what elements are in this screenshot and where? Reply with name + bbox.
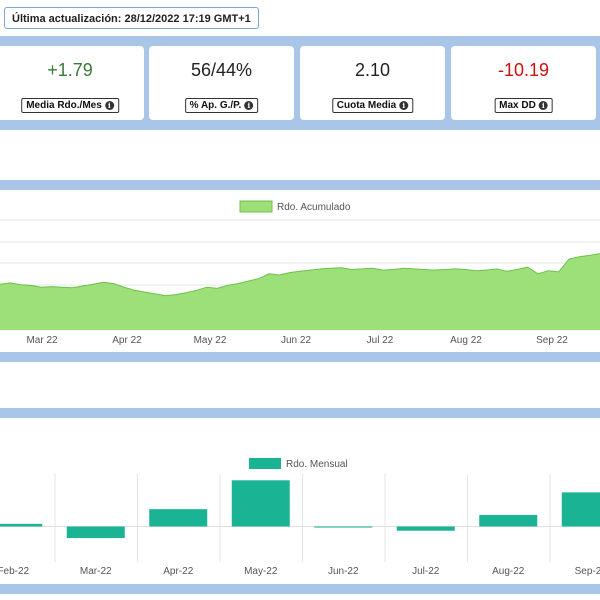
stat-label-text: Cuota Media	[336, 100, 397, 111]
info-icon[interactable]: i	[538, 101, 548, 110]
bar[interactable]	[561, 492, 600, 527]
stat-value: 2.10	[354, 60, 391, 80]
stat-label[interactable]: Max DD i	[494, 98, 553, 113]
x-tick-label: Jul-22	[412, 566, 440, 577]
bar[interactable]	[149, 509, 208, 527]
cumulative-area-chart: Rdo. Acumulado Mar 22 Apr 22 May 22 Jun 22 J…	[0, 200, 600, 346]
x-tick-label: May-22	[244, 566, 278, 577]
x-tick-label: Jun-22	[328, 566, 359, 577]
section-band-bottom	[0, 352, 600, 362]
bar[interactable]	[314, 526, 373, 528]
legend-label: Rdo. Acumulado	[277, 202, 351, 213]
section-band-top-2	[0, 408, 600, 418]
x-tick-label: Sep 22	[536, 335, 568, 346]
stat-label-text: Media Rdo./Mes	[26, 100, 102, 111]
stat-card-max-dd: -10.19 Max DD i	[451, 46, 596, 120]
section-band-bottom-2	[0, 584, 600, 594]
stat-label[interactable]: Media Rdo./Mes i	[21, 98, 119, 113]
bar[interactable]	[231, 480, 290, 527]
info-icon[interactable]: i	[104, 101, 114, 110]
x-tick-label: Sep-22	[575, 566, 600, 577]
x-tick-label: Aug-22	[492, 566, 525, 577]
monthly-bar-chart: Rdo. Mensual Feb-22 Mar-22 Apr-22 May-22 Jun…	[0, 458, 600, 577]
legend-swatch	[239, 200, 273, 213]
x-tick-label: Jul 22	[367, 335, 394, 346]
x-tick-label: Feb-22	[0, 566, 30, 577]
bar[interactable]	[66, 526, 125, 539]
legend[interactable]: Rdo. Acumulado	[239, 200, 351, 213]
x-tick-label: Mar 22	[26, 335, 58, 346]
stat-card-win-loss: 56/44% % Ap. G./P. i	[149, 46, 294, 120]
info-icon[interactable]: i	[244, 101, 254, 110]
x-tick-label: Apr-22	[163, 566, 193, 577]
stat-value: +1.79	[47, 60, 93, 80]
monthly-chart-panel: Rdo. Mensual Feb-22 Mar-22 Apr-22 May-22 Jun…	[0, 418, 600, 584]
legend[interactable]: Rdo. Mensual	[249, 458, 348, 470]
stat-label[interactable]: % Ap. G./P. i	[184, 98, 259, 113]
stat-card-avg-monthly: +1.79 Media Rdo./Mes i	[0, 46, 144, 120]
x-tick-label: Aug 22	[450, 335, 482, 346]
legend-label: Rdo. Mensual	[286, 459, 348, 470]
bar[interactable]	[0, 523, 43, 527]
x-tick-label: Mar-22	[80, 566, 112, 577]
stat-card-avg-odds: 2.10 Cuota Media i	[300, 46, 445, 120]
cumulative-area	[0, 253, 600, 330]
stats-band: +1.79 Media Rdo./Mes i 56/44% % Ap. G./P.…	[0, 36, 600, 130]
section-band-top	[0, 180, 600, 190]
bar[interactable]	[396, 526, 455, 531]
x-tick-label: May 22	[194, 335, 227, 346]
stat-value: 56/44%	[190, 60, 253, 80]
cumulative-line	[0, 253, 600, 297]
cumulative-chart-panel: Rdo. Acumulado Mar 22 Apr 22 May 22 Jun 22 J…	[0, 190, 600, 352]
stat-value: -10.19	[497, 60, 550, 80]
info-icon[interactable]: i	[399, 101, 409, 110]
legend-swatch	[249, 458, 281, 469]
last-update-badge: Última actualización: 28/12/2022 17:19 G…	[4, 7, 259, 29]
stat-label-text: % Ap. G./P.	[189, 100, 242, 111]
stat-label[interactable]: Cuota Media i	[331, 98, 414, 113]
x-tick-label: Apr 22	[112, 335, 142, 346]
x-tick-label: Jun 22	[281, 335, 311, 346]
stat-label-text: Max DD	[499, 100, 536, 111]
bar[interactable]	[479, 514, 538, 527]
